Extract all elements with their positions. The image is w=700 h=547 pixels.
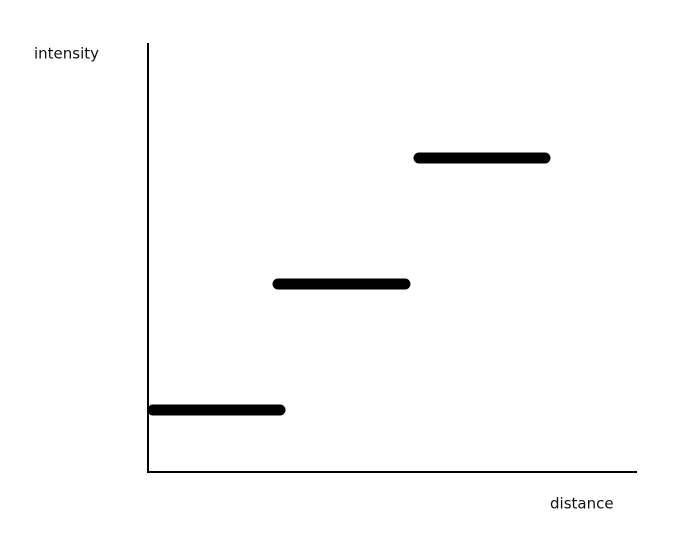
x-axis-label: distance	[550, 495, 614, 513]
y-axis-label: intensity	[34, 45, 99, 63]
